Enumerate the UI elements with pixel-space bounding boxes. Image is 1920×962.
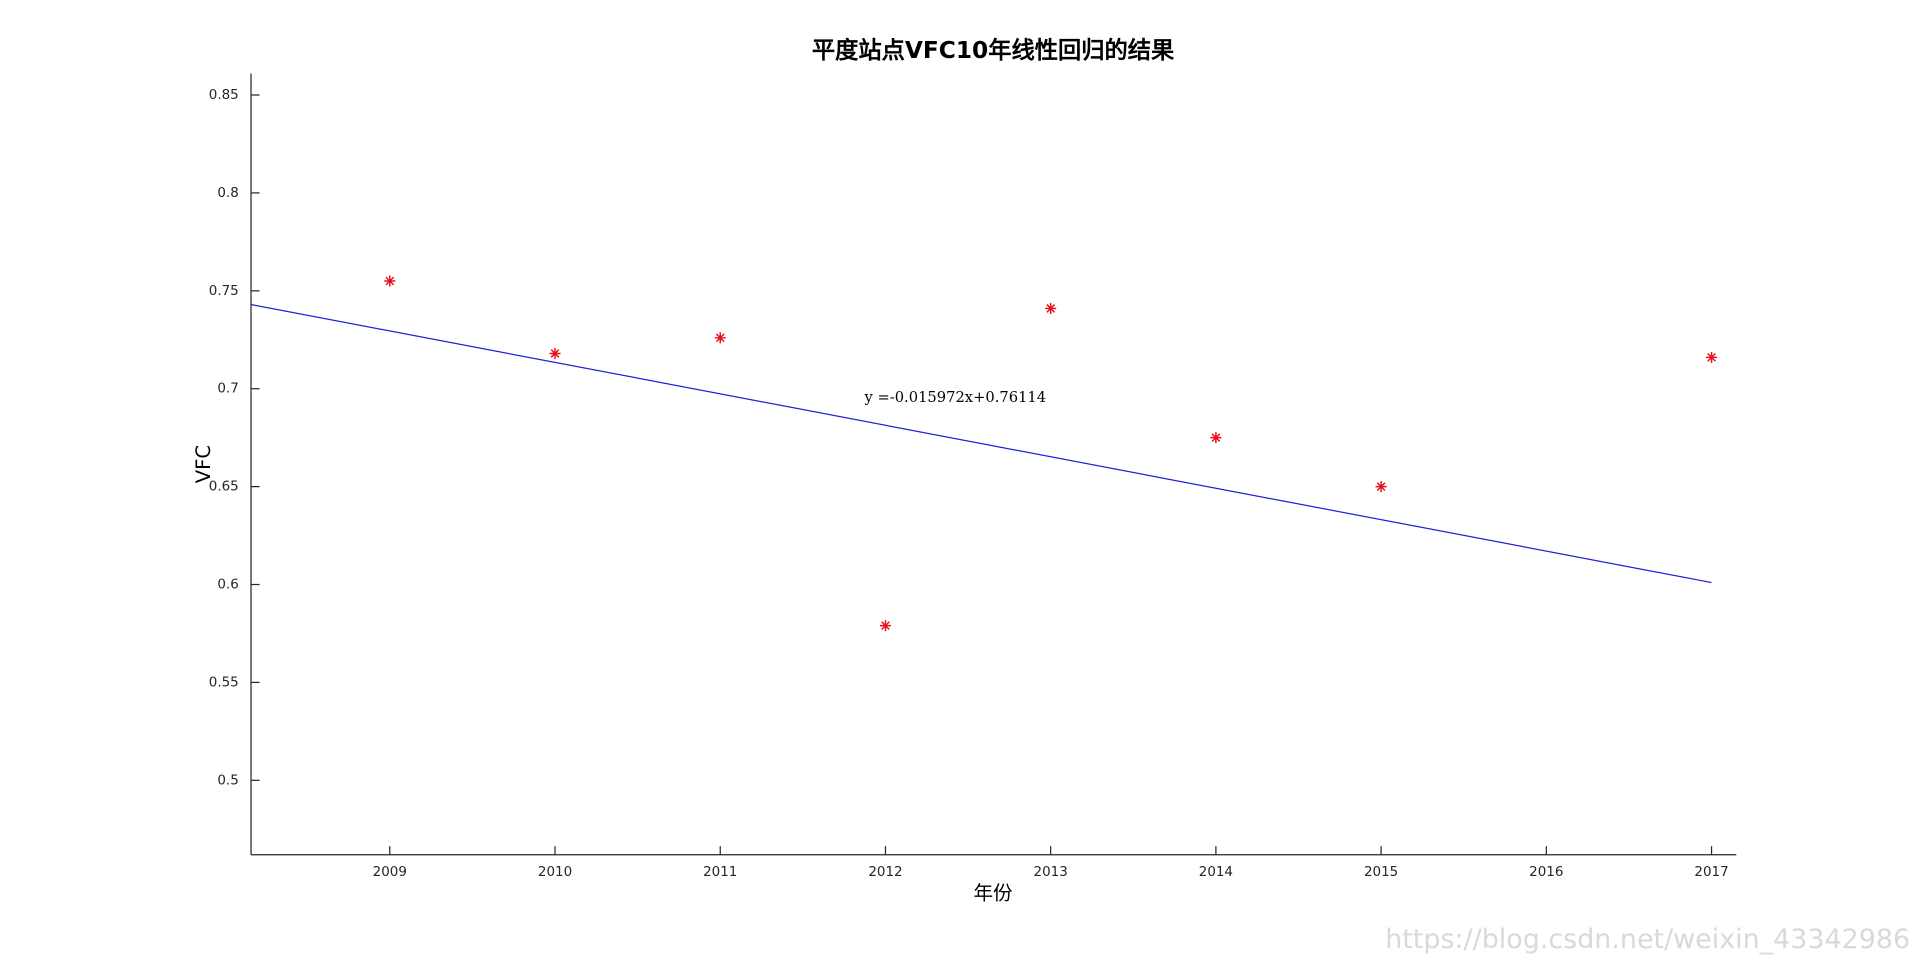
y-tick-label: 0.8 bbox=[217, 186, 238, 201]
x-tick-label: 2015 bbox=[1364, 865, 1398, 880]
y-tick-label: 0.75 bbox=[209, 284, 239, 299]
data-point bbox=[384, 275, 396, 287]
fit-line bbox=[250, 303, 1712, 584]
y-axis-label: VFC bbox=[192, 445, 215, 483]
x-tick-label: 2013 bbox=[1034, 865, 1068, 880]
data-point bbox=[1706, 351, 1718, 363]
data-point bbox=[549, 347, 561, 359]
x-tick-label: 2011 bbox=[703, 865, 737, 880]
data-point bbox=[1210, 432, 1222, 444]
y-tick-label: 0.55 bbox=[209, 675, 239, 690]
x-tick-label: 2014 bbox=[1199, 865, 1233, 880]
x-tick-label: 2016 bbox=[1529, 865, 1563, 880]
y-tick-label: 0.5 bbox=[217, 773, 238, 788]
annotation: y =-0.015972x+0.76114 bbox=[863, 389, 1046, 406]
data-point bbox=[1045, 302, 1057, 314]
chart-title: 平度站点VFC10年线性回归的结果 bbox=[812, 37, 1175, 64]
y-tick-label: 0.6 bbox=[217, 578, 238, 593]
data-point bbox=[1375, 481, 1387, 493]
x-tick-label: 2017 bbox=[1694, 865, 1728, 880]
watermark: https://blog.csdn.net/weixin_43342986 bbox=[1385, 924, 1910, 955]
y-tick-label: 0.85 bbox=[209, 88, 239, 103]
y-tick-label: 0.65 bbox=[209, 480, 239, 495]
x-tick-label: 2012 bbox=[868, 865, 902, 880]
y-tick-label: 0.7 bbox=[217, 382, 238, 397]
x-axis-label: 年份 bbox=[973, 881, 1013, 904]
x-tick-label: 2010 bbox=[538, 865, 572, 880]
data-point bbox=[714, 332, 726, 344]
x-tick-label: 2009 bbox=[373, 865, 407, 880]
data-point bbox=[879, 620, 891, 632]
